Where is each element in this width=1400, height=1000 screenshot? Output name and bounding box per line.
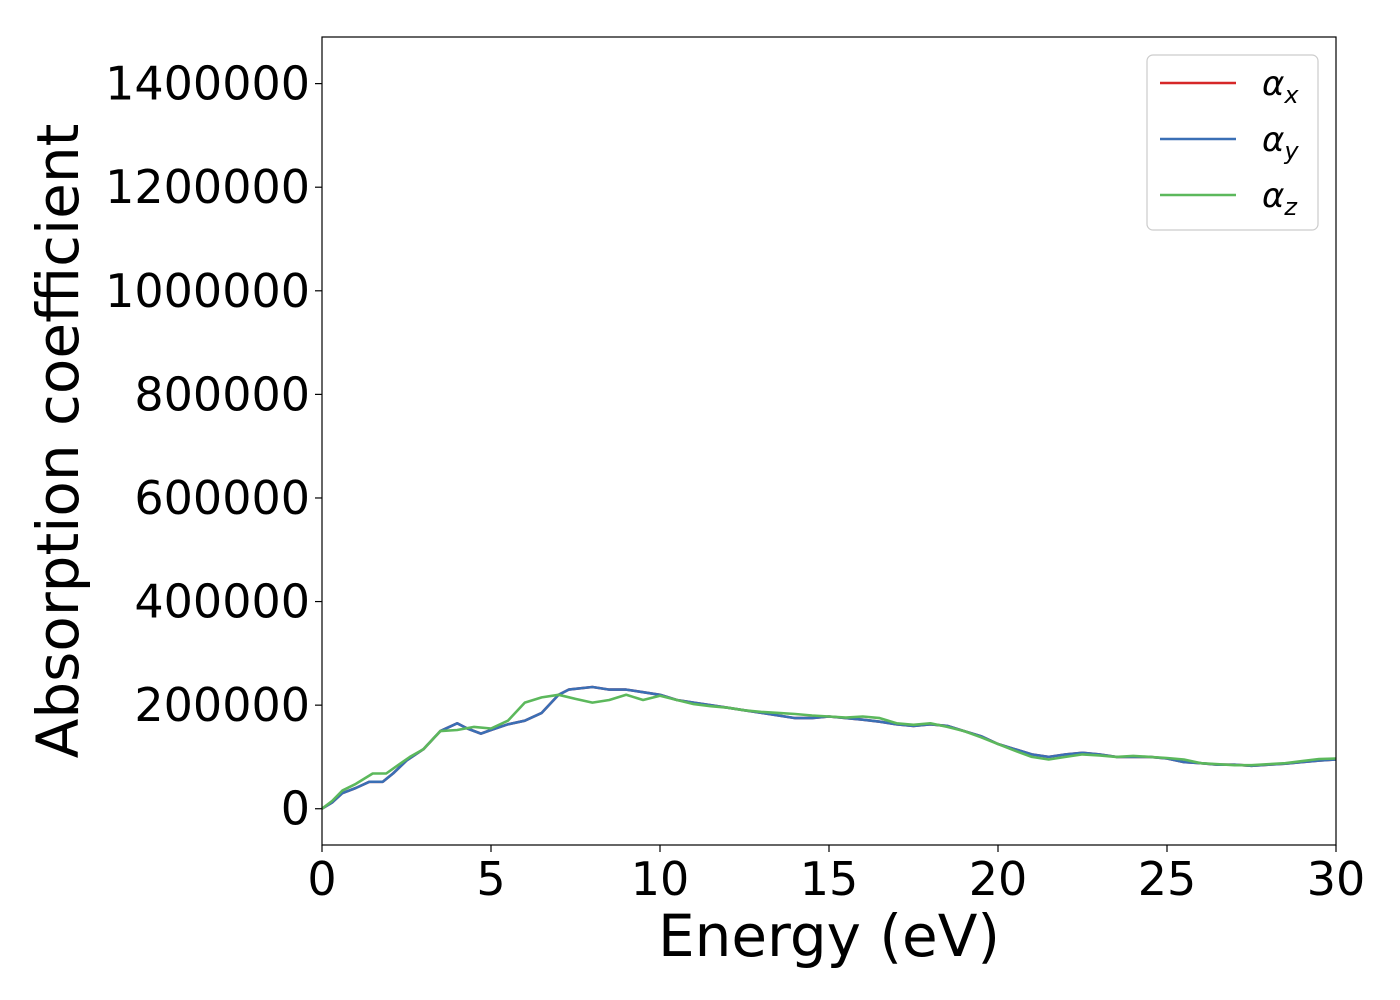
legend-label-z: αz — [1262, 176, 1298, 221]
y-axis-ticks: 0 200000 400000 600000 800000 1000000 1200000 1… — [105, 57, 322, 836]
y-axis-label: Absorption coefficient — [24, 124, 92, 759]
x-tick-label: 15 — [800, 852, 859, 906]
x-tick-label: 25 — [1138, 852, 1197, 906]
series-layer — [321, 685, 1337, 810]
legend: αx αy αz — [1146, 54, 1319, 231]
y-tick-label: 800000 — [134, 367, 310, 421]
y-tick-label: 600000 — [134, 471, 310, 525]
legend-label-x: αx — [1262, 64, 1299, 109]
x-axis-ticks: 0 5 10 15 20 25 30 — [307, 845, 1365, 906]
y-tick-label: 1000000 — [105, 264, 310, 318]
x-tick-label: 0 — [307, 852, 336, 906]
y-tick-label: 0 — [281, 782, 310, 836]
x-tick-label: 30 — [1307, 852, 1366, 906]
legend-label-y: αy — [1262, 120, 1299, 165]
x-tick-label: 10 — [631, 852, 690, 906]
y-tick-label: 400000 — [134, 575, 310, 629]
y-tick-label: 200000 — [134, 678, 310, 732]
series-line-z — [321, 693, 1337, 810]
legend-box — [1146, 54, 1319, 231]
x-tick-label: 5 — [476, 852, 505, 906]
x-axis-label: Energy (eV) — [658, 902, 1000, 970]
y-tick-label: 1200000 — [105, 160, 310, 214]
x-tick-label: 20 — [969, 852, 1028, 906]
y-tick-label: 1400000 — [105, 57, 310, 111]
